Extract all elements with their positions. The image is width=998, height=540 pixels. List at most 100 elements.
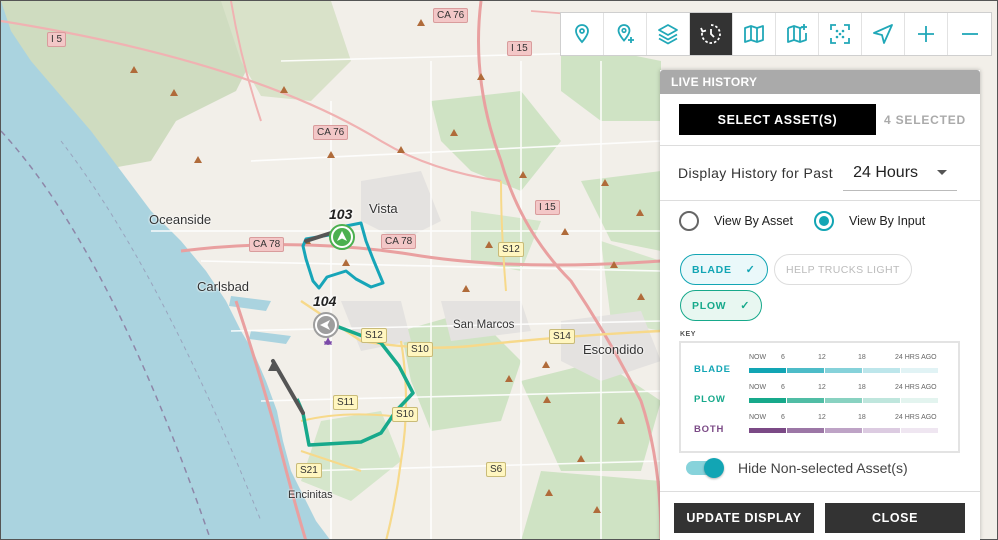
tick-label: 12 xyxy=(818,384,826,391)
history-clock-icon xyxy=(700,24,721,44)
radio-circle-selected-icon xyxy=(813,211,834,231)
layers-button[interactable] xyxy=(647,13,690,55)
tick-label: NOW xyxy=(749,354,767,361)
panel-actions: UPDATE DISPLAY CLOSE xyxy=(660,491,980,540)
county-road-shield-s12: S12 xyxy=(498,242,524,257)
key-label: PLOW xyxy=(694,394,726,405)
period-value: 24 Hours xyxy=(853,163,919,181)
highway-shield-i15: I 15 xyxy=(535,200,560,215)
panel-title: LIVE HISTORY xyxy=(660,70,980,94)
highway-shield-ca76: CA 76 xyxy=(433,8,469,23)
check-icon: ✓ xyxy=(740,300,751,312)
key-bar-segment xyxy=(749,398,787,403)
key-gradient-bar xyxy=(749,398,939,403)
view-by-input-label: View By Input xyxy=(848,214,926,228)
tick-label: 6 xyxy=(781,354,785,361)
input-chip-plow[interactable]: PLOW ✓ xyxy=(680,290,763,321)
chip-label: PLOW xyxy=(692,299,727,312)
input-chip-help-trucks-light[interactable]: HELP TRUCKS LIGHT xyxy=(774,254,912,285)
asset-marker-103[interactable] xyxy=(329,224,355,250)
fit-bounds-icon xyxy=(830,24,850,44)
highway-shield-i5: I 5 xyxy=(47,32,67,47)
navigate-arrow-icon xyxy=(873,24,893,44)
period-dropdown[interactable]: 24 Hours xyxy=(843,156,958,191)
navigate-button[interactable] xyxy=(862,13,905,55)
key-bar-segment xyxy=(901,398,939,403)
county-road-shield-s21: S21 xyxy=(296,463,322,478)
key-gradient-bar xyxy=(749,368,939,373)
county-road-shield-s6: S6 xyxy=(486,462,507,477)
zoom-out-button[interactable] xyxy=(948,13,991,55)
chevron-down-icon xyxy=(937,170,948,175)
key-row-plow: PLOW NOW 6 12 18 24 HRS AGO xyxy=(681,380,962,410)
tick-label: 24 HRS AGO xyxy=(895,354,937,361)
period-row: Display History for Past 24 Hours xyxy=(660,146,980,201)
close-button[interactable]: CLOSE xyxy=(825,503,965,533)
key-bar-segment xyxy=(825,428,863,433)
zoom-in-button[interactable] xyxy=(905,13,948,55)
map-icon xyxy=(744,25,764,43)
county-road-shield-s11: S11 xyxy=(333,395,359,410)
history-key: BLADE NOW 6 12 18 24 HRS AGO PLOW NOW 6 … xyxy=(679,341,960,453)
live-history-button[interactable] xyxy=(690,13,733,55)
location-pin-button[interactable] xyxy=(561,13,604,55)
layers-icon xyxy=(658,24,678,45)
place-label-carlsbad: Carlsbad xyxy=(197,279,250,294)
key-bar-segment xyxy=(749,428,787,433)
period-label: Display History for Past xyxy=(678,165,834,181)
key-bar-segment xyxy=(863,428,901,433)
tick-label: 12 xyxy=(818,354,826,361)
hide-non-selected-label: Hide Non-selected Asset(s) xyxy=(738,460,908,476)
key-gradient-bar xyxy=(749,428,939,433)
minus-icon xyxy=(961,33,978,35)
highway-shield-i15: I 15 xyxy=(507,41,532,56)
fit-bounds-button[interactable] xyxy=(819,13,862,55)
map-button[interactable] xyxy=(733,13,776,55)
map-add-button[interactable] xyxy=(776,13,819,55)
highway-shield-ca78: CA 78 xyxy=(381,234,417,249)
view-by-input-radio[interactable]: View By Input xyxy=(813,211,926,231)
highway-shield-ca76: CA 76 xyxy=(313,125,349,140)
view-by-asset-radio[interactable]: View By Asset xyxy=(679,211,793,231)
map-toolbar xyxy=(560,12,992,56)
tick-label: 18 xyxy=(858,354,866,361)
place-label-san-marcos: San Marcos xyxy=(453,319,515,331)
view-mode-row: View By Asset View By Input xyxy=(660,201,980,241)
live-history-panel: LIVE HISTORY SELECT ASSET(S) 4 SELECTED … xyxy=(660,70,980,540)
update-display-button[interactable]: UPDATE DISPLAY xyxy=(674,503,814,533)
county-road-shield-s14: S14 xyxy=(549,329,575,344)
tick-label: 18 xyxy=(858,414,866,421)
selected-count: 4 SELECTED xyxy=(884,112,967,127)
tick-label: 12 xyxy=(818,414,826,421)
key-bar-segment xyxy=(749,368,787,373)
asset-marker-104[interactable] xyxy=(313,312,339,338)
select-assets-button[interactable]: SELECT ASSET(S) xyxy=(679,104,876,135)
county-road-shield-s10: S10 xyxy=(407,342,433,357)
tick-label: 6 xyxy=(781,384,785,391)
asset-label-103: 103 xyxy=(329,206,353,222)
key-bar-segment xyxy=(825,398,863,403)
key-bar-segment xyxy=(901,368,939,373)
place-label-vista: Vista xyxy=(369,201,398,216)
place-label-escondido: Escondido xyxy=(583,342,644,357)
add-pin-button[interactable] xyxy=(604,13,647,55)
county-road-shield-s10: S10 xyxy=(392,407,418,422)
hide-non-selected-toggle[interactable]: Hide Non-selected Asset(s) xyxy=(686,458,908,478)
key-bar-segment xyxy=(787,368,825,373)
place-label-encinitas: Encinitas xyxy=(288,489,333,501)
input-chip-blade[interactable]: BLADE ✓ xyxy=(680,254,768,285)
tick-label: 24 HRS AGO xyxy=(895,414,937,421)
chip-label: BLADE xyxy=(692,263,732,276)
map-add-icon xyxy=(787,24,807,43)
asset-label-104: 104 xyxy=(313,293,337,309)
place-label-oceanside: Oceanside xyxy=(149,212,212,227)
key-bar-segment xyxy=(863,398,901,403)
asset-selection-row: SELECT ASSET(S) 4 SELECTED xyxy=(660,94,980,146)
key-bar-segment xyxy=(825,368,863,373)
vehicle-arrow-icon xyxy=(317,316,335,334)
check-icon: ✓ xyxy=(745,264,756,276)
key-title: KEY xyxy=(680,331,696,338)
tick-label: NOW xyxy=(749,384,767,391)
tick-label: 6 xyxy=(781,414,785,421)
radio-circle-icon xyxy=(679,211,699,231)
